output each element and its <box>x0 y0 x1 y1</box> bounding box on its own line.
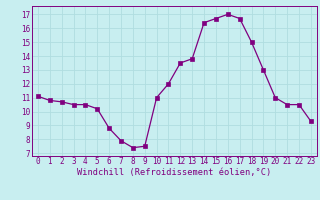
X-axis label: Windchill (Refroidissement éolien,°C): Windchill (Refroidissement éolien,°C) <box>77 168 272 177</box>
